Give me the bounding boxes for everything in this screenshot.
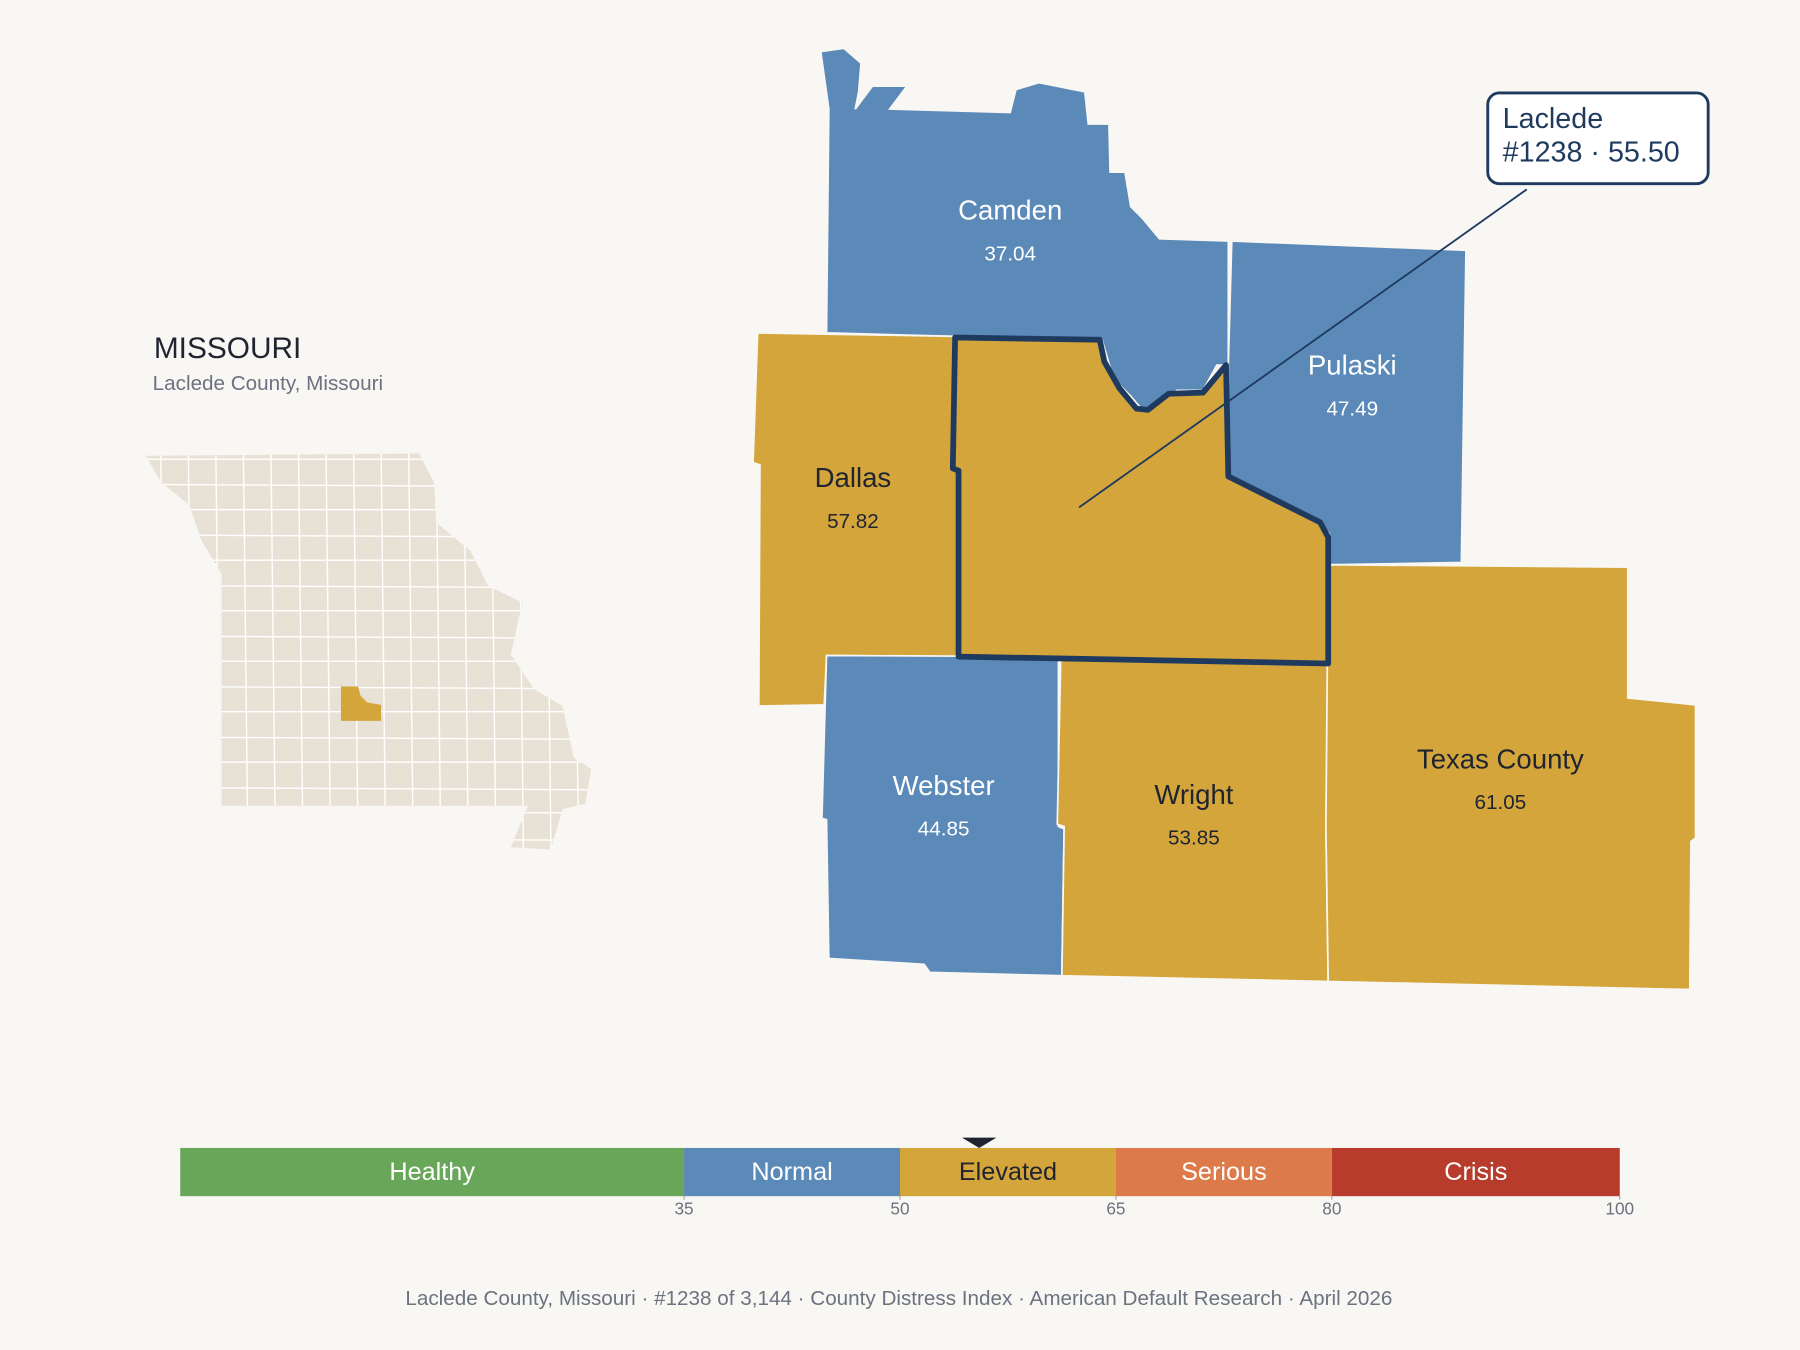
scale-band [1331,1147,1620,1197]
locator-highlight [340,686,382,721]
county-name: Texas County [1417,743,1584,774]
county-value: 61.05 [1475,791,1527,814]
scale-tick-label: 35 [674,1198,693,1218]
county-name: Dallas [815,462,892,493]
county-line [297,453,304,850]
county [1056,659,1330,983]
county [1325,563,1697,991]
callout-name: Laclede [1503,103,1604,135]
counties: Camden 37.04 Pulaski 47.49 Dallas 57.82 Webste… [752,47,1710,991]
county-name: Camden [958,195,1062,226]
county-line [242,453,249,850]
state-locator [145,453,592,850]
callout-leader [1078,188,1528,509]
scale-band-label: Healthy [389,1158,475,1186]
county-line [380,453,387,850]
scale-tick-label: 80 [1322,1198,1341,1218]
scale-band [900,1147,1116,1197]
county-name: Pulaski [1308,350,1397,381]
county-line [352,453,359,850]
scale-tick-label: 100 [1605,1198,1634,1218]
county-value: 37.04 [984,242,1036,265]
scale-band-label: Serious [1181,1158,1267,1186]
scale-band-label: Normal [751,1158,832,1186]
county-name: Wright [1154,779,1233,810]
scale-band [1115,1147,1332,1197]
county-name: Webster [893,770,995,801]
locator-title: MISSOURI [154,332,302,365]
highlight-county [949,334,1332,667]
county-value: 47.49 [1326,397,1378,420]
locator-subtitle: Laclede County, Missouri [153,372,383,395]
scale-band-label: Elevated [959,1158,1057,1186]
scale-tick-label: 50 [890,1198,909,1218]
county-value: 44.85 [918,817,970,840]
scale-band [180,1147,685,1197]
scale-marker [961,1137,997,1148]
county-line [325,453,332,850]
scale-tick-label: 65 [1106,1198,1125,1218]
county [821,654,1066,977]
county-value: 53.85 [1168,827,1220,850]
callout-detail: #1238 · 55.50 [1503,136,1680,168]
callout-box [1486,91,1710,186]
footer: Laclede County, Missouri · #1238 of 3,14… [405,1287,1392,1310]
county-line [407,453,414,850]
county-value: 57.82 [827,510,879,533]
county-line [270,453,277,850]
scale-band-label: Crisis [1444,1158,1507,1186]
state-shape [145,453,592,850]
scale-band [684,1147,900,1197]
scale-bar: Healthy Normal Elevated Serious Crisis 35 50 65… [180,1137,1634,1218]
county-line [160,453,166,850]
